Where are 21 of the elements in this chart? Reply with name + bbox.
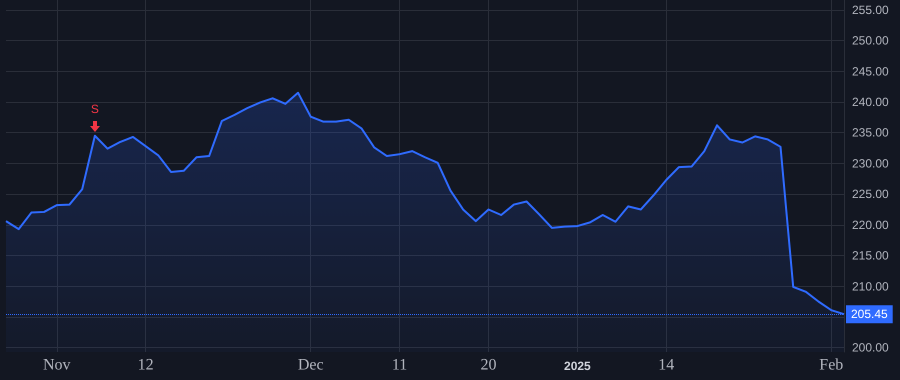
y-tick-label: 250.00: [852, 34, 890, 48]
y-tick-label: 215.00: [852, 248, 890, 263]
x-tick-label: 2025: [564, 359, 592, 373]
y-tick-label: 245.00: [852, 64, 890, 78]
x-tick-label: 14: [658, 356, 674, 374]
y-tick-label: 240.00: [852, 94, 890, 109]
x-tick-label: Dec: [298, 356, 324, 374]
y-tick-label: 200.00: [852, 340, 890, 355]
y-tick-label: 255.00: [852, 2, 890, 17]
x-tick-label: 20: [480, 356, 496, 374]
x-tick-label: 12: [138, 356, 154, 374]
x-tick-label: Nov: [43, 356, 71, 374]
y-tick-label: 210.00: [852, 279, 890, 294]
y-tick-label: 225.00: [852, 187, 890, 202]
x-tick-label: Feb: [819, 356, 844, 374]
ref-line-label: 205.45: [851, 307, 888, 322]
y-tick-label: 220.00: [852, 218, 890, 232]
y-tick-label: 230.00: [852, 156, 890, 170]
x-tick-label: 11: [392, 356, 408, 374]
y-tick-label: 235.00: [852, 126, 890, 140]
annotation: S: [90, 102, 100, 116]
